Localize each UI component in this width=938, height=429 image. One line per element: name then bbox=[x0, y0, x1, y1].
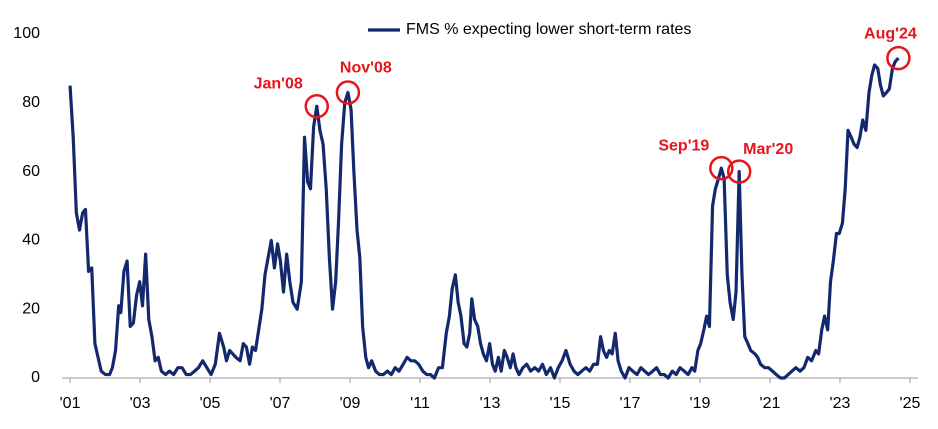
legend-label: FMS % expecting lower short-term rates bbox=[406, 21, 691, 38]
annotation-circle bbox=[886, 45, 911, 71]
annotation-circle bbox=[335, 80, 361, 105]
y-tick-label: 0 bbox=[31, 369, 40, 386]
x-tick-label: '15 bbox=[550, 395, 571, 412]
x-tick-label: '13 bbox=[480, 395, 501, 412]
annotation-label: Aug'24 bbox=[864, 25, 917, 42]
y-tick-label: 60 bbox=[22, 163, 40, 180]
y-tick-label: 40 bbox=[22, 232, 40, 249]
x-tick-label: '11 bbox=[410, 395, 430, 412]
y-tick-label: 80 bbox=[22, 94, 40, 111]
y-tick-label: 100 bbox=[13, 25, 40, 42]
series-line bbox=[68, 56, 900, 380]
x-tick-label: '05 bbox=[200, 395, 221, 412]
annotation-circle bbox=[709, 155, 734, 181]
x-tick-label: '23 bbox=[830, 395, 851, 412]
annotation-circle bbox=[726, 159, 752, 184]
x-tick-label: '07 bbox=[270, 395, 291, 412]
y-tick-label: 20 bbox=[22, 300, 40, 317]
x-tick-label: '19 bbox=[690, 395, 711, 412]
x-tick-label: '25 bbox=[900, 395, 921, 412]
x-tick-label: '17 bbox=[620, 395, 641, 412]
annotation-label: Sep'19 bbox=[658, 137, 709, 154]
annotation-label: Jan'08 bbox=[254, 75, 303, 92]
x-tick-label: '09 bbox=[340, 395, 361, 412]
annotation-label: Mar'20 bbox=[743, 141, 793, 158]
x-tick-label: '03 bbox=[130, 395, 151, 412]
x-tick-label: '01 bbox=[60, 395, 81, 412]
x-tick-label: '21 bbox=[760, 395, 781, 412]
annotation-circle bbox=[304, 93, 330, 119]
annotation-label: Nov'08 bbox=[340, 60, 392, 77]
